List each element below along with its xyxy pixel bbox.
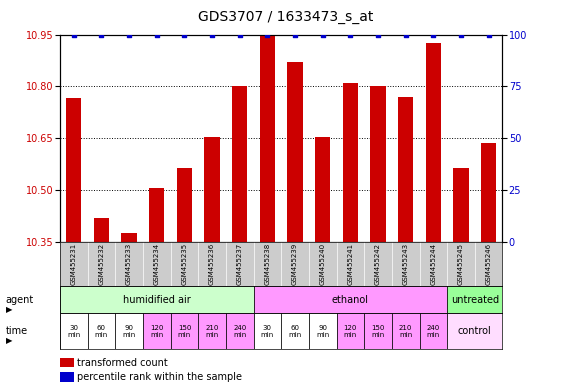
Text: GSM455237: GSM455237 xyxy=(237,243,243,285)
Text: GSM455244: GSM455244 xyxy=(431,243,436,285)
Bar xyxy=(226,313,254,349)
Text: GSM455242: GSM455242 xyxy=(375,243,381,285)
Bar xyxy=(481,143,496,242)
Bar xyxy=(149,188,164,242)
Text: 120
min: 120 min xyxy=(344,325,357,338)
Bar xyxy=(204,137,220,242)
Bar xyxy=(371,86,385,242)
Text: GSM455243: GSM455243 xyxy=(403,243,409,285)
Point xyxy=(207,31,216,38)
Bar xyxy=(87,313,115,349)
Text: 120
min: 120 min xyxy=(150,325,163,338)
Bar xyxy=(420,313,447,349)
Point xyxy=(429,31,438,38)
Bar xyxy=(60,286,254,313)
Bar xyxy=(60,313,87,349)
Text: 240
min: 240 min xyxy=(427,325,440,338)
Point xyxy=(235,31,244,38)
Text: percentile rank within the sample: percentile rank within the sample xyxy=(77,372,242,382)
Point xyxy=(69,31,78,38)
Point xyxy=(401,31,410,38)
Text: 210
min: 210 min xyxy=(399,325,412,338)
Point xyxy=(152,31,162,38)
Text: ▶: ▶ xyxy=(6,305,12,314)
Text: GSM455245: GSM455245 xyxy=(458,243,464,285)
Text: transformed count: transformed count xyxy=(77,358,168,368)
Text: GSM455236: GSM455236 xyxy=(209,243,215,285)
Point xyxy=(484,31,493,38)
Text: GSM455232: GSM455232 xyxy=(98,243,104,285)
Text: 60
min: 60 min xyxy=(288,325,301,338)
Bar xyxy=(447,313,502,349)
Point xyxy=(346,31,355,38)
Bar xyxy=(143,313,171,349)
Bar xyxy=(198,313,226,349)
Bar xyxy=(115,313,143,349)
Text: GSM455235: GSM455235 xyxy=(182,243,187,285)
Text: humidified air: humidified air xyxy=(123,295,191,305)
Bar xyxy=(94,218,109,242)
Text: 210
min: 210 min xyxy=(206,325,219,338)
Bar xyxy=(287,62,303,242)
Point xyxy=(97,31,106,38)
Bar xyxy=(315,137,330,242)
Text: GSM455233: GSM455233 xyxy=(126,243,132,285)
Point xyxy=(318,31,327,38)
Text: 240
min: 240 min xyxy=(233,325,246,338)
Bar xyxy=(260,36,275,242)
Bar xyxy=(392,313,420,349)
Bar xyxy=(232,86,247,242)
Bar xyxy=(426,43,441,242)
Text: 150
min: 150 min xyxy=(178,325,191,338)
Bar xyxy=(453,168,469,242)
Point xyxy=(291,31,300,38)
Bar xyxy=(398,97,413,242)
Text: 30
min: 30 min xyxy=(67,325,81,338)
Text: ▶: ▶ xyxy=(6,336,12,345)
Text: ethanol: ethanol xyxy=(332,295,369,305)
Bar xyxy=(171,313,198,349)
Bar xyxy=(336,313,364,349)
Text: control: control xyxy=(458,326,492,336)
Bar xyxy=(254,286,447,313)
Bar xyxy=(66,98,82,242)
Bar xyxy=(282,313,309,349)
Text: 60
min: 60 min xyxy=(95,325,108,338)
Point xyxy=(456,31,465,38)
Text: GSM455238: GSM455238 xyxy=(264,243,271,285)
Text: time: time xyxy=(6,326,28,336)
Bar xyxy=(177,168,192,242)
Text: 90
min: 90 min xyxy=(316,325,329,338)
Text: 30
min: 30 min xyxy=(261,325,274,338)
Bar xyxy=(364,313,392,349)
Point xyxy=(124,31,134,38)
Bar xyxy=(254,313,281,349)
Text: GDS3707 / 1633473_s_at: GDS3707 / 1633473_s_at xyxy=(198,10,373,23)
Text: 90
min: 90 min xyxy=(122,325,136,338)
Bar xyxy=(447,286,502,313)
Point xyxy=(263,31,272,38)
Text: GSM455231: GSM455231 xyxy=(71,243,77,285)
Bar xyxy=(122,233,136,242)
Text: untreated: untreated xyxy=(451,295,499,305)
Text: agent: agent xyxy=(6,295,34,305)
Point xyxy=(180,31,189,38)
Text: GSM455241: GSM455241 xyxy=(347,243,353,285)
Text: 150
min: 150 min xyxy=(371,325,385,338)
Text: GSM455239: GSM455239 xyxy=(292,243,298,285)
Text: GSM455240: GSM455240 xyxy=(320,243,325,285)
Bar xyxy=(343,83,358,242)
Point xyxy=(373,31,383,38)
Bar xyxy=(309,313,336,349)
Text: GSM455234: GSM455234 xyxy=(154,243,160,285)
Text: GSM455246: GSM455246 xyxy=(486,243,492,285)
